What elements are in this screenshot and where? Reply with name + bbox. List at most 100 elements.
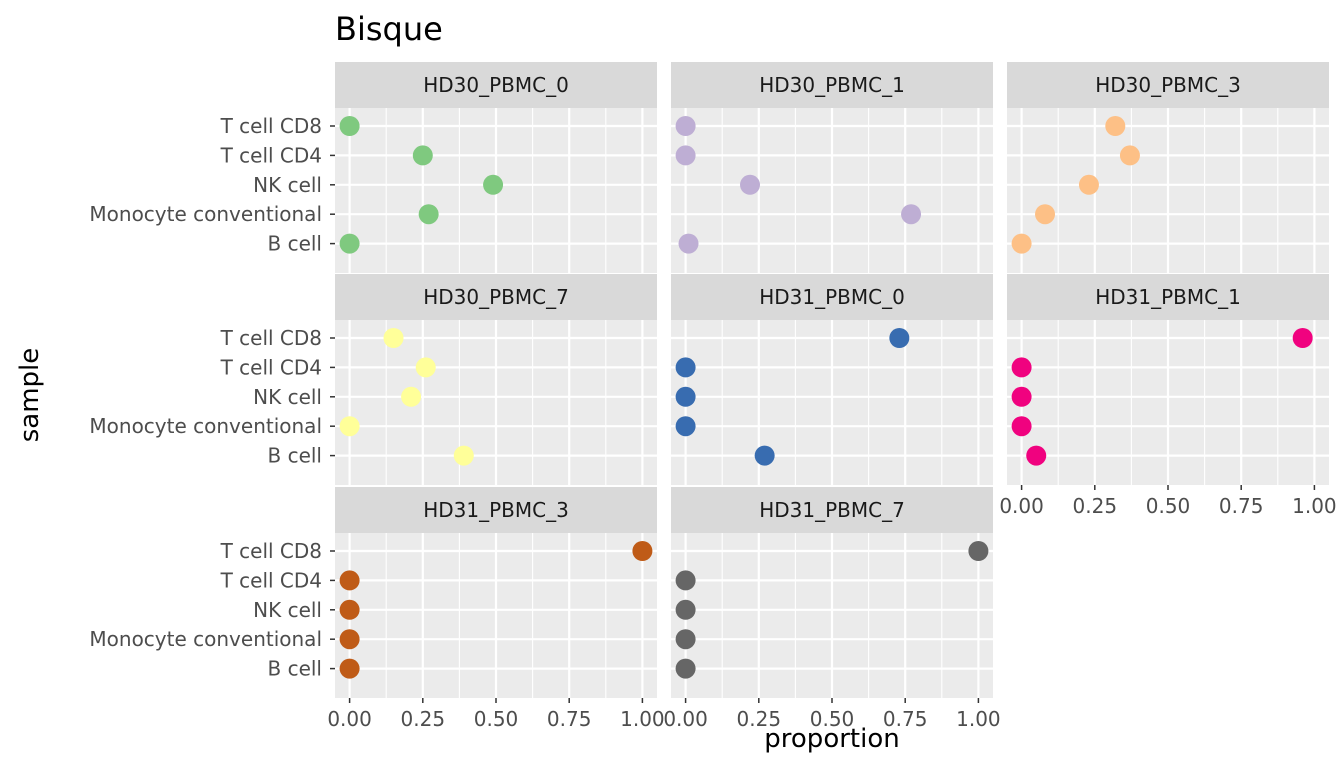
x-tick-label: 0.75 <box>547 707 592 731</box>
y-tick-label: Monocyte conventional <box>89 414 322 438</box>
data-point <box>453 445 474 466</box>
x-tick-label: 0.25 <box>737 707 782 731</box>
y-tick-label: Monocyte conventional <box>89 202 322 226</box>
facet-panel-HD31_PBMC_3: HD31_PBMC_3 T cell CD8 T cell CD4 NK cell Mo… <box>89 487 665 731</box>
facet-strip <box>335 274 657 320</box>
x-tick-label: 1.00 <box>1292 494 1337 518</box>
y-tick-label: B cell <box>268 444 323 468</box>
data-point <box>754 445 775 466</box>
data-point <box>675 599 696 620</box>
data-point <box>339 116 360 136</box>
x-tick-label: 0.25 <box>401 707 446 731</box>
facet-strip-label: HD31_PBMC_0 <box>759 285 905 309</box>
facet-strip <box>1007 62 1329 108</box>
x-tick-label: 1.00 <box>956 707 1001 731</box>
facet-panel-HD30_PBMC_3: HD30_PBMC_3 <box>1007 62 1329 273</box>
facet-panel-HD30_PBMC_1: HD30_PBMC_1 <box>671 62 993 273</box>
y-tick-label: B cell <box>268 232 323 256</box>
facet-panel-HD30_PBMC_0: HD30_PBMC_0 T cell CD8 T cell CD4 NK cell Mo… <box>89 62 657 273</box>
data-point <box>675 357 696 378</box>
data-point <box>675 658 696 679</box>
data-point <box>632 541 653 561</box>
data-point <box>339 599 360 620</box>
x-tick-label: 0.00 <box>327 707 372 731</box>
data-point <box>1119 145 1140 166</box>
data-point <box>675 570 696 591</box>
data-point <box>1035 204 1056 225</box>
x-tick-label: 0.25 <box>1073 494 1118 518</box>
y-tick-label: T cell CD4 <box>220 143 322 167</box>
y-tick-label: NK cell <box>253 598 322 622</box>
x-tick-label: 0.75 <box>883 707 928 731</box>
y-axis-title: sample <box>15 348 45 443</box>
data-point <box>339 233 360 254</box>
x-tick-label: 0.50 <box>1146 494 1191 518</box>
data-point <box>1292 328 1313 348</box>
facet-strip-label: HD30_PBMC_3 <box>1095 73 1241 97</box>
data-point <box>675 116 696 136</box>
data-point <box>1011 416 1032 437</box>
y-tick-label: NK cell <box>253 173 322 197</box>
chart-title: Bisque <box>335 10 443 48</box>
facet-strip-label: HD30_PBMC_1 <box>759 73 905 97</box>
data-point <box>483 174 504 195</box>
y-tick-label: T cell CD4 <box>220 568 322 592</box>
data-point <box>339 570 360 591</box>
facet-strip <box>671 274 993 320</box>
y-tick-label: NK cell <box>253 385 322 409</box>
facet-panel-HD31_PBMC_1: HD31_PBMC_1 0.00 0.25 0.50 0.75 1.00 <box>999 274 1337 518</box>
y-tick-label: Monocyte conventional <box>89 627 322 651</box>
data-point <box>418 204 439 225</box>
facet-strip-label: HD30_PBMC_0 <box>423 73 569 97</box>
data-point <box>1011 386 1032 407</box>
facet-strip-label: HD31_PBMC_1 <box>1095 285 1241 309</box>
y-tick-label: T cell CD4 <box>220 355 322 379</box>
x-tick-label: 0.50 <box>474 707 519 731</box>
data-point <box>383 328 404 348</box>
facet-strip <box>335 62 657 108</box>
x-axis-title: proportion <box>764 724 899 754</box>
data-point <box>968 541 989 561</box>
y-tick-label: T cell CD8 <box>220 326 322 350</box>
y-tick-label: T cell CD8 <box>220 539 322 563</box>
data-point <box>401 386 422 407</box>
data-point <box>1011 357 1032 378</box>
data-point <box>675 416 696 437</box>
data-point <box>1105 116 1126 136</box>
data-point <box>1026 445 1047 466</box>
data-point <box>415 357 436 378</box>
y-tick-label: B cell <box>268 657 323 681</box>
data-point <box>675 629 696 650</box>
facet-strip-label: HD31_PBMC_7 <box>759 498 905 522</box>
data-point <box>678 233 699 254</box>
facet-panels: HD30_PBMC_0 T cell CD8 T cell CD4 NK cell Mo… <box>89 62 1337 731</box>
facet-strip-label: HD30_PBMC_7 <box>423 285 569 309</box>
data-point <box>1011 233 1032 254</box>
x-tick-label: 0.75 <box>1219 494 1264 518</box>
data-point <box>675 145 696 166</box>
facet-strip-label: HD31_PBMC_3 <box>423 498 569 522</box>
facet-panel-HD30_PBMC_7: HD30_PBMC_7 T cell CD8 T cell CD4 NK cell Mo… <box>89 274 657 485</box>
x-tick-label: 0.50 <box>810 707 855 731</box>
data-point <box>740 174 761 195</box>
data-point <box>339 416 360 437</box>
x-tick-label: 0.00 <box>999 494 1044 518</box>
x-tick-label: 1.00 <box>620 707 665 731</box>
data-point <box>889 328 910 348</box>
facet-strip <box>671 487 993 533</box>
facet-strip <box>335 487 657 533</box>
facet-strip <box>1007 274 1329 320</box>
data-point <box>675 386 696 407</box>
data-point <box>339 658 360 679</box>
data-point <box>1078 174 1099 195</box>
data-point <box>412 145 433 166</box>
facet-strip <box>671 62 993 108</box>
facet-panel-HD31_PBMC_0: HD31_PBMC_0 <box>671 274 993 485</box>
facet-panel-HD31_PBMC_7: HD31_PBMC_7 0.00 0.25 0.50 0.75 1.00 <box>663 487 1001 731</box>
x-tick-label: 0.00 <box>663 707 708 731</box>
data-point <box>901 204 922 225</box>
data-point <box>339 629 360 650</box>
y-tick-label: T cell CD8 <box>220 114 322 138</box>
